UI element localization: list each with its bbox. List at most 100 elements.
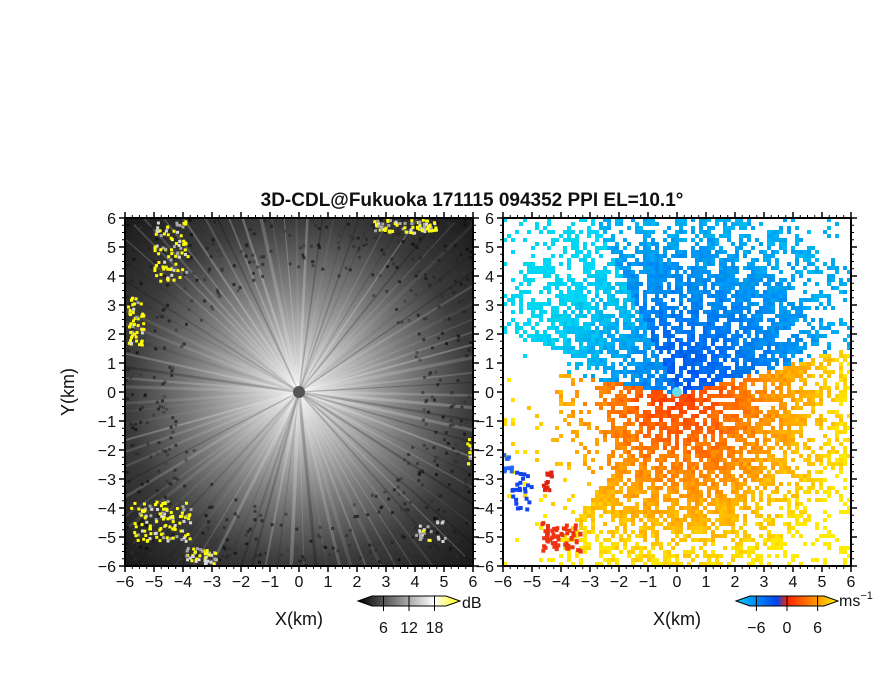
velocity-cell [551, 342, 555, 346]
velocity-cell [651, 282, 655, 286]
velocity-cell [567, 306, 571, 310]
velocity-cell [631, 482, 635, 486]
velocity-cell [743, 394, 747, 398]
reflectivity-speckle-cell [450, 469, 454, 473]
velocity-cell [763, 298, 767, 302]
velocity-cell [719, 562, 723, 566]
velocity-cell [707, 442, 711, 446]
velocity-cell [683, 222, 687, 226]
velocity-cell [543, 330, 547, 334]
velocity-cell [795, 390, 799, 394]
reflectivity-speckle-cell [171, 366, 175, 370]
velocity-cell [695, 506, 699, 510]
velocity-cell [603, 322, 607, 326]
velocity-cell [703, 442, 707, 446]
velocity-cell [751, 378, 755, 382]
velocity-cell [755, 338, 759, 342]
velocity-cell [775, 394, 779, 398]
velocity-cell [763, 398, 767, 402]
velocity-cell [623, 318, 627, 322]
velocity-cell [739, 290, 743, 294]
velocity-cell [671, 482, 675, 486]
y-tick-label: −2 [98, 443, 116, 460]
reflectivity-ray [228, 218, 300, 393]
velocity-cell [555, 306, 559, 310]
velocity-cell [839, 378, 843, 382]
reflectivity-panel: −6 −5 −4 −3 −2 −1 0 1 2 3 4 5 6 6543210−1−2−3−4−5−6 … [58, 211, 479, 629]
reflectivity-speckle-cell [468, 473, 472, 477]
velocity-cell [767, 282, 771, 286]
velocity-cell [643, 290, 647, 294]
velocity-cell [751, 414, 755, 418]
velocity-cell [787, 346, 791, 350]
velocity-cell [727, 414, 731, 418]
velocity-cell [531, 262, 535, 266]
velocity-cell [603, 438, 607, 442]
velocity-cell [815, 454, 819, 458]
velocity-cell [615, 222, 619, 226]
reflectivity-speckle-cell [270, 224, 274, 228]
x-tick-label: 1 [324, 574, 333, 591]
velocity-cell [539, 266, 543, 270]
reflectivity-speckle-cell [253, 518, 257, 522]
velocity-cell [751, 326, 755, 330]
velocity-cell [603, 498, 607, 502]
velocity-cell [787, 446, 791, 450]
velocity-cell [679, 254, 683, 258]
velocity-cell [799, 502, 803, 506]
velocity-cell [787, 482, 791, 486]
velocity-cell [755, 270, 759, 274]
reflectivity-speckle-cell [415, 246, 419, 250]
reflectivity-speckle-cell [172, 476, 176, 480]
velocity-cell [747, 222, 751, 226]
velocity-cell [783, 422, 787, 426]
reflectivity-edge-cell [140, 523, 144, 527]
reflectivity-edge-cell [377, 224, 381, 228]
velocity-cell [743, 470, 747, 474]
velocity-cell [791, 514, 795, 518]
reflectivity-speckle-cell [239, 249, 243, 253]
velocity-cell [687, 402, 691, 406]
velocity-cell [711, 414, 715, 418]
velocity-cell [675, 330, 679, 334]
velocity-cell [587, 330, 591, 334]
velocity-cell [831, 358, 835, 362]
velocity-cell [751, 474, 755, 478]
reflectivity-speckle-cell [453, 279, 457, 283]
velocity-cell [767, 374, 771, 378]
velocity-cell [503, 562, 507, 566]
velocity-cell [611, 450, 615, 454]
reflectivity-edge-cell [375, 224, 379, 228]
velocity-cell [595, 402, 599, 406]
velocity-cell [703, 406, 707, 410]
velocity-cell [535, 522, 539, 526]
velocity-cell [699, 366, 703, 370]
velocity-cell [735, 550, 739, 554]
velocity-cell [619, 442, 623, 446]
reflectivity-speckle-cell [156, 514, 160, 518]
velocity-cell [799, 270, 803, 274]
velocity-cell [643, 546, 647, 550]
velocity-cell [611, 546, 615, 550]
velocity-cell [843, 386, 847, 390]
velocity-cell [695, 306, 699, 310]
velocity-cell [691, 418, 695, 422]
velocity-cell [659, 346, 663, 350]
velocity-cell [843, 338, 847, 342]
velocity-cell [755, 542, 759, 546]
velocity-cell [627, 534, 631, 538]
reflectivity-speckle-cell [430, 539, 434, 543]
reflectivity-speckle-cell [446, 222, 450, 226]
velocity-cell [675, 278, 679, 282]
velocity-cell [579, 258, 583, 262]
velocity-cell [767, 450, 771, 454]
reflectivity-speckle-cell [125, 470, 129, 474]
reflectivity-edge-cell [443, 536, 447, 540]
velocity-cell [747, 366, 751, 370]
velocity-cell [655, 534, 659, 538]
velocity-cell [835, 430, 839, 434]
velocity-cell [735, 530, 739, 534]
velocity-cell [611, 530, 615, 534]
velocity-cell [695, 498, 699, 502]
reflectivity-speckle-cell [139, 226, 143, 230]
